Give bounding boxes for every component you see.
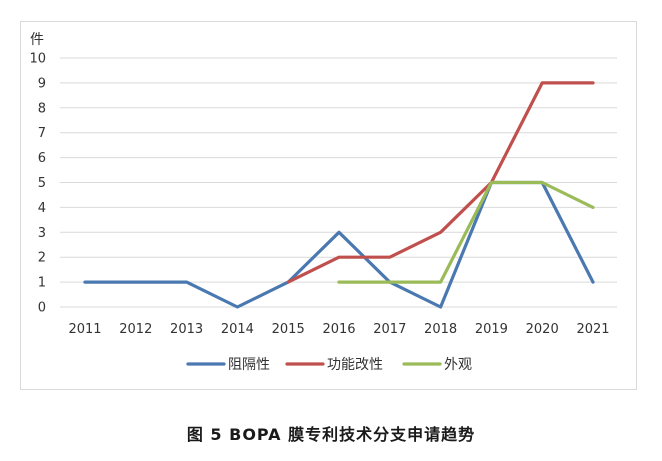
series-line-0 (83, 180, 595, 309)
series-line-2 (337, 180, 595, 284)
x-tick-label: 2011 (68, 322, 101, 337)
x-tick-label: 2014 (221, 322, 254, 337)
y-tick-label: 8 (38, 101, 46, 116)
legend: 阻隔性 功能改性 外观 (186, 357, 472, 373)
legend-label-1: 功能改性 (327, 357, 383, 373)
y-tick-label: 7 (38, 126, 46, 141)
y-tick-label: 5 (38, 176, 46, 191)
y-tick-label: 2 (38, 251, 46, 266)
y-tick-label: 3 (38, 226, 46, 241)
x-tick-label: 2021 (576, 322, 609, 337)
legend-label-0: 阻隔性 (228, 357, 270, 373)
x-tick-label: 2012 (119, 322, 152, 337)
y-tick-label: 6 (38, 151, 46, 166)
x-tick-label: 2018 (424, 322, 457, 337)
x-tick-label: 2019 (475, 322, 508, 337)
x-tick-label: 2017 (373, 322, 406, 337)
y-tick-label: 4 (38, 201, 46, 216)
series-line-1 (286, 81, 595, 284)
series-lines (83, 81, 595, 309)
legend-label-2: 外观 (444, 357, 472, 373)
x-tick-label: 2020 (526, 322, 559, 337)
x-tick-label: 2013 (170, 322, 203, 337)
x-tick-label: 2016 (322, 322, 355, 337)
y-axis: 0 1 2 3 4 5 6 7 8 9 10 (29, 52, 46, 316)
y-tick-label: 0 (38, 301, 46, 316)
figure-caption: 图 5 BOPA 膜专利技术分支申请趋势 (186, 425, 476, 444)
x-axis: 2011 2012 2013 2014 2015 2016 2017 2018 2019 2020… (68, 322, 609, 337)
y-axis-unit-label: 件 (30, 32, 44, 48)
y-tick-label: 1 (38, 276, 46, 291)
y-tick-label: 9 (38, 76, 46, 91)
y-tick-label: 10 (29, 52, 46, 67)
x-tick-label: 2015 (272, 322, 305, 337)
